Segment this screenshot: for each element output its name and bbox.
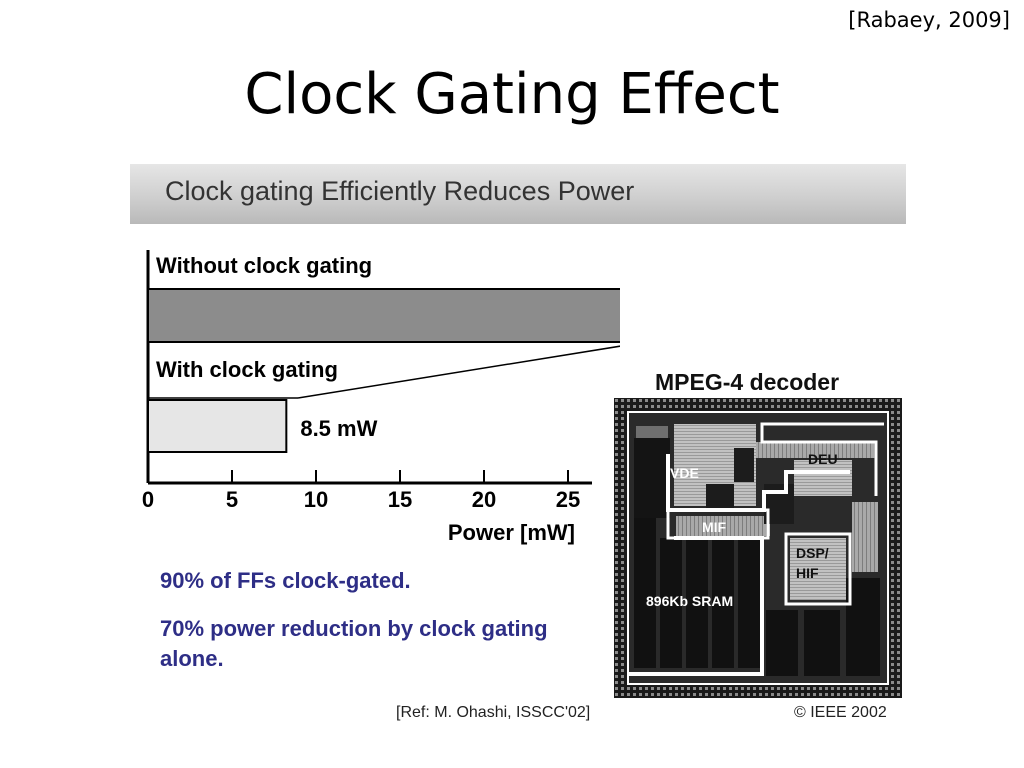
bullet-2: 70% power reduction by clock gating alon… <box>160 616 548 671</box>
x-tick-label-5: 25 <box>556 487 580 512</box>
bar-value-label-1: 8.5 mW <box>300 416 377 441</box>
bullet-1: 90% of FFs clock-gated. <box>160 568 411 593</box>
block-label-deu: DEU <box>808 451 838 467</box>
x-tick-label-0: 0 <box>142 487 154 512</box>
copyright-note: © IEEE 2002 <box>794 704 887 721</box>
category-label-1: With clock gating <box>156 357 338 382</box>
bullet-list: 90% of FFs clock-gated. 70% power reduct… <box>160 566 580 692</box>
x-axis-label: Power [mW] <box>448 520 575 545</box>
chip-die-photo: VDE DEU MIF DSP/ HIF 896Kb SRAM <box>614 398 902 698</box>
reduction-connector-top <box>297 345 620 399</box>
block-label-vde: VDE <box>670 465 699 481</box>
x-tick-label-1: 5 <box>226 487 238 512</box>
x-tick-label-2: 10 <box>304 487 328 512</box>
bar-0 <box>147 288 620 343</box>
banner-text: Clock gating Efficiently Reduces Power <box>165 176 635 206</box>
block-label-sram: 896Kb SRAM <box>646 593 733 609</box>
citation: [Rabaey, 2009] <box>848 8 1010 32</box>
banner: Clock gating Efficiently Reduces Power <box>130 164 906 224</box>
slide-title: Clock Gating Effect <box>244 62 780 127</box>
die-title: MPEG-4 decoder <box>655 369 840 395</box>
x-tick-label-4: 20 <box>472 487 496 512</box>
reference-note: [Ref: M. Ohashi, ISSCC'02] <box>396 704 591 721</box>
block-label-mif: MIF <box>702 519 727 535</box>
bar-1 <box>147 399 288 453</box>
category-label-0: Without clock gating <box>156 253 372 278</box>
block-label-dsp-hif: DSP/ HIF <box>796 545 833 581</box>
x-tick-label-3: 15 <box>388 487 412 512</box>
